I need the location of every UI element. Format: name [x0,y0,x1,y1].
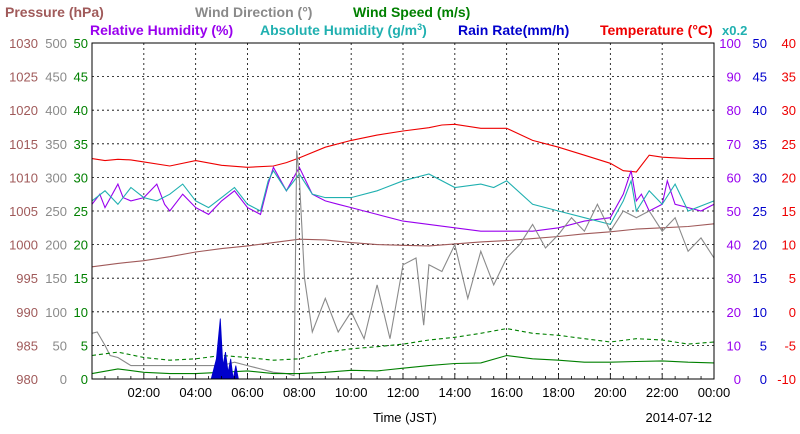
y-tick-pressure: 1020 [9,103,38,118]
series-rain-area [210,318,241,380]
series-line-pressure [91,223,715,268]
y-tick-pressure: 1005 [9,204,38,219]
y-tick-pressure: 995 [16,271,38,286]
y-tick-winddir: 500 [45,36,67,51]
y-tick-pressure: 1010 [9,170,38,185]
x-tick-label: 08:00 [283,385,316,400]
y-tick-rh: 0 [734,372,741,387]
y-tick-windspeed: 40 [74,103,88,118]
y-tick-temp: 10 [782,238,796,253]
x-tick-label: 00:00 [698,385,731,400]
y-tick-rh: 40 [727,238,741,253]
y-tick-temp: 5 [789,271,796,286]
legend-ah: Absolute Humidity (g/m3) [260,22,427,38]
y-tick-windspeed: 50 [74,36,88,51]
series-line-rh [91,165,715,232]
y-tick-windspeed: 25 [74,204,88,219]
y-tick-rh: 90 [727,70,741,85]
legend-winddir: Wind Direction (°) [195,4,312,20]
y-tick-rain: 40 [753,103,767,118]
y-tick-windspeed: 15 [74,271,88,286]
y-tick-rh: 20 [727,305,741,320]
date-label: 2014-07-12 [646,410,713,425]
y-tick-temp: -5 [784,338,796,353]
x-tick-label: 10:00 [335,385,368,400]
y-tick-rh: 60 [727,170,741,185]
y-tick-temp: 35 [782,70,796,85]
legend-pressure: Pressure (hPa) [5,4,104,20]
x-tick-label: 22:00 [646,385,679,400]
y-tick-rain: 30 [753,170,767,185]
series-line-winddir [91,150,715,377]
y-tick-winddir: 200 [45,238,67,253]
x-tick-label: 02:00 [128,385,161,400]
y-tick-rain: 45 [753,70,767,85]
y-tick-temp: 40 [782,36,796,51]
ah-scale-note: x0.2 [722,23,747,38]
y-tick-windspeed: 35 [74,137,88,152]
y-tick-winddir: 400 [45,103,67,118]
y-tick-rh: 80 [727,103,741,118]
y-tick-pressure: 1000 [9,238,38,253]
y-tick-pressure: 990 [16,305,38,320]
y-tick-temp: 20 [782,170,796,185]
y-tick-winddir: 50 [53,338,67,353]
y-tick-windspeed: 10 [74,305,88,320]
y-tick-rh: 100 [719,36,741,51]
y-tick-winddir: 100 [45,305,67,320]
x-tick-label: 20:00 [594,385,627,400]
x-tick-label: 04:00 [179,385,212,400]
y-tick-winddir: 250 [45,204,67,219]
y-tick-rh: 50 [727,204,741,219]
y-tick-windspeed: 20 [74,238,88,253]
legend-temp: Temperature (°C) [600,22,713,38]
y-tick-rain: 0 [760,372,767,387]
y-tick-temp: -10 [777,372,796,387]
y-tick-pressure: 1025 [9,70,38,85]
y-tick-winddir: 150 [45,271,67,286]
axes: 02:00 04:00 06:00 08:00 10:00 12:00 14:00 16:00… [9,36,796,400]
y-tick-rain: 35 [753,137,767,152]
legend: Pressure (hPa) Wind Direction (°) Wind Spe… [5,4,747,38]
x-tick-label: 12:00 [387,385,420,400]
series-line-rh [91,169,715,226]
y-tick-rh: 30 [727,271,741,286]
y-tick-pressure: 985 [16,338,38,353]
y-tick-rh: 70 [727,137,741,152]
y-tick-rain: 25 [753,204,767,219]
y-tick-temp: 0 [789,305,796,320]
plot-area [91,123,715,380]
y-tick-winddir: 450 [45,70,67,85]
x-tick-label: 18:00 [542,385,575,400]
y-tick-rain: 15 [753,271,767,286]
legend-rain: Rain Rate(mm/h) [458,22,569,38]
y-tick-rain: 50 [753,36,767,51]
y-tick-pressure: 1015 [9,137,38,152]
y-tick-rain: 10 [753,305,767,320]
y-tick-windspeed: 5 [81,338,88,353]
y-tick-rain: 20 [753,238,767,253]
y-tick-winddir: 350 [45,137,67,152]
y-tick-rh: 10 [727,338,741,353]
y-tick-windspeed: 45 [74,70,88,85]
y-tick-temp: 25 [782,137,796,152]
legend-windspeed: Wind Speed (m/s) [353,4,470,20]
series-line-temp [91,123,714,173]
y-tick-pressure: 1030 [9,36,38,51]
y-tick-windspeed: 30 [74,170,88,185]
y-tick-winddir: 300 [45,170,67,185]
x-tick-label: 06:00 [231,385,264,400]
y-tick-temp: 15 [782,204,796,219]
y-tick-pressure: 980 [16,372,38,387]
x-tick-label: 16:00 [490,385,523,400]
y-tick-windspeed: 0 [81,372,88,387]
x-axis-label: Time (JST) [373,410,437,425]
grid [92,42,715,380]
x-tick-label: 14:00 [439,385,472,400]
y-tick-winddir: 0 [60,372,67,387]
legend-rh: Relative Humidity (%) [90,22,233,38]
y-tick-rain: 5 [760,338,767,353]
y-tick-temp: 30 [782,103,796,118]
